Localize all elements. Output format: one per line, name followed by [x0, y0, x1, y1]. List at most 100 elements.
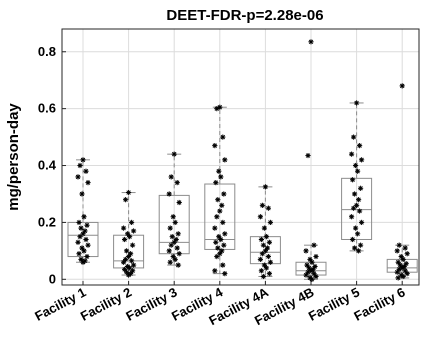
- data-point: [266, 271, 272, 277]
- data-point: [80, 157, 86, 163]
- data-point: [222, 271, 228, 277]
- data-point: [76, 251, 82, 257]
- data-point: [260, 273, 266, 280]
- point-layer: [75, 39, 410, 282]
- data-point: [267, 219, 273, 226]
- data-point: [259, 251, 265, 257]
- data-point: [313, 253, 319, 260]
- data-point: [350, 177, 356, 183]
- data-point: [402, 268, 408, 274]
- x-tick-label: Facility 3: [123, 284, 179, 323]
- y-tick-label: 0.6: [38, 101, 56, 116]
- y-tick-layer: 0 0.2 0.4 0.6 0.8: [38, 44, 66, 286]
- data-point: [127, 234, 133, 240]
- data-point: [262, 184, 268, 190]
- data-point: [124, 248, 130, 254]
- data-point: [130, 268, 136, 274]
- data-point: [396, 266, 402, 272]
- data-point: [130, 242, 136, 248]
- data-point: [214, 214, 220, 220]
- box-1: [67, 159, 99, 263]
- data-point: [214, 253, 220, 260]
- data-point: [212, 268, 218, 274]
- data-point: [352, 245, 358, 251]
- data-point: [220, 134, 226, 140]
- data-point: [258, 268, 264, 274]
- data-point: [168, 174, 174, 180]
- data-point: [357, 143, 363, 149]
- data-point: [217, 208, 223, 214]
- points-7: [349, 100, 365, 254]
- points-4: [212, 104, 228, 277]
- data-point: [308, 39, 314, 45]
- data-point: [175, 231, 181, 237]
- data-point: [262, 248, 268, 254]
- data-point: [396, 242, 402, 248]
- data-point: [75, 239, 81, 245]
- data-point: [79, 245, 85, 251]
- data-point: [171, 239, 177, 245]
- data-point: [212, 225, 218, 231]
- data-point: [174, 245, 180, 251]
- data-point: [215, 245, 221, 251]
- data-point: [176, 199, 182, 206]
- x-tick-label: Facility 6: [351, 284, 407, 323]
- data-point: [400, 273, 406, 280]
- chart-title: DEET-FDR-p=2.28e-06: [166, 7, 323, 24]
- data-point: [267, 259, 273, 265]
- data-point: [307, 256, 313, 262]
- data-point: [222, 231, 228, 237]
- data-point: [354, 100, 360, 106]
- data-point: [83, 236, 89, 243]
- points-8: [394, 83, 410, 281]
- data-point: [83, 168, 89, 174]
- data-point: [128, 251, 134, 257]
- data-point: [214, 106, 220, 112]
- data-point: [75, 174, 81, 180]
- data-point: [129, 219, 135, 226]
- data-point: [261, 262, 267, 268]
- data-point: [266, 239, 272, 245]
- y-tick-label: 0.2: [38, 214, 56, 229]
- points-6: [303, 39, 319, 282]
- data-point: [260, 242, 266, 248]
- data-point: [353, 162, 359, 169]
- data-point: [131, 228, 137, 234]
- x-tick-label: Facility 5: [306, 284, 362, 323]
- data-point: [220, 262, 226, 268]
- data-point: [358, 242, 364, 248]
- data-point: [394, 248, 400, 254]
- iqr-box: [341, 177, 373, 240]
- data-point: [402, 245, 408, 251]
- data-point: [359, 219, 365, 226]
- data-point: [172, 256, 178, 262]
- data-point: [219, 202, 225, 208]
- data-point: [215, 197, 221, 203]
- data-point: [82, 228, 88, 234]
- data-point: [351, 134, 357, 140]
- data-point: [81, 214, 87, 220]
- data-point: [400, 256, 406, 262]
- data-point: [352, 191, 358, 197]
- data-point: [121, 225, 127, 231]
- data-point: [350, 236, 356, 243]
- y-tick-label: 0.4: [38, 158, 57, 173]
- data-point: [169, 234, 175, 240]
- data-point: [131, 262, 137, 268]
- data-point: [77, 162, 83, 169]
- data-point: [167, 259, 173, 265]
- points-3: [166, 151, 182, 268]
- data-point: [213, 180, 219, 186]
- data-point: [312, 263, 318, 270]
- data-point: [305, 269, 311, 275]
- data-point: [265, 205, 271, 211]
- data-point: [170, 253, 176, 260]
- data-point: [84, 253, 90, 260]
- data-point: [403, 261, 409, 267]
- data-point: [353, 225, 359, 231]
- data-point: [397, 262, 403, 268]
- data-point: [81, 248, 87, 254]
- data-point: [264, 245, 270, 251]
- data-point: [77, 234, 83, 240]
